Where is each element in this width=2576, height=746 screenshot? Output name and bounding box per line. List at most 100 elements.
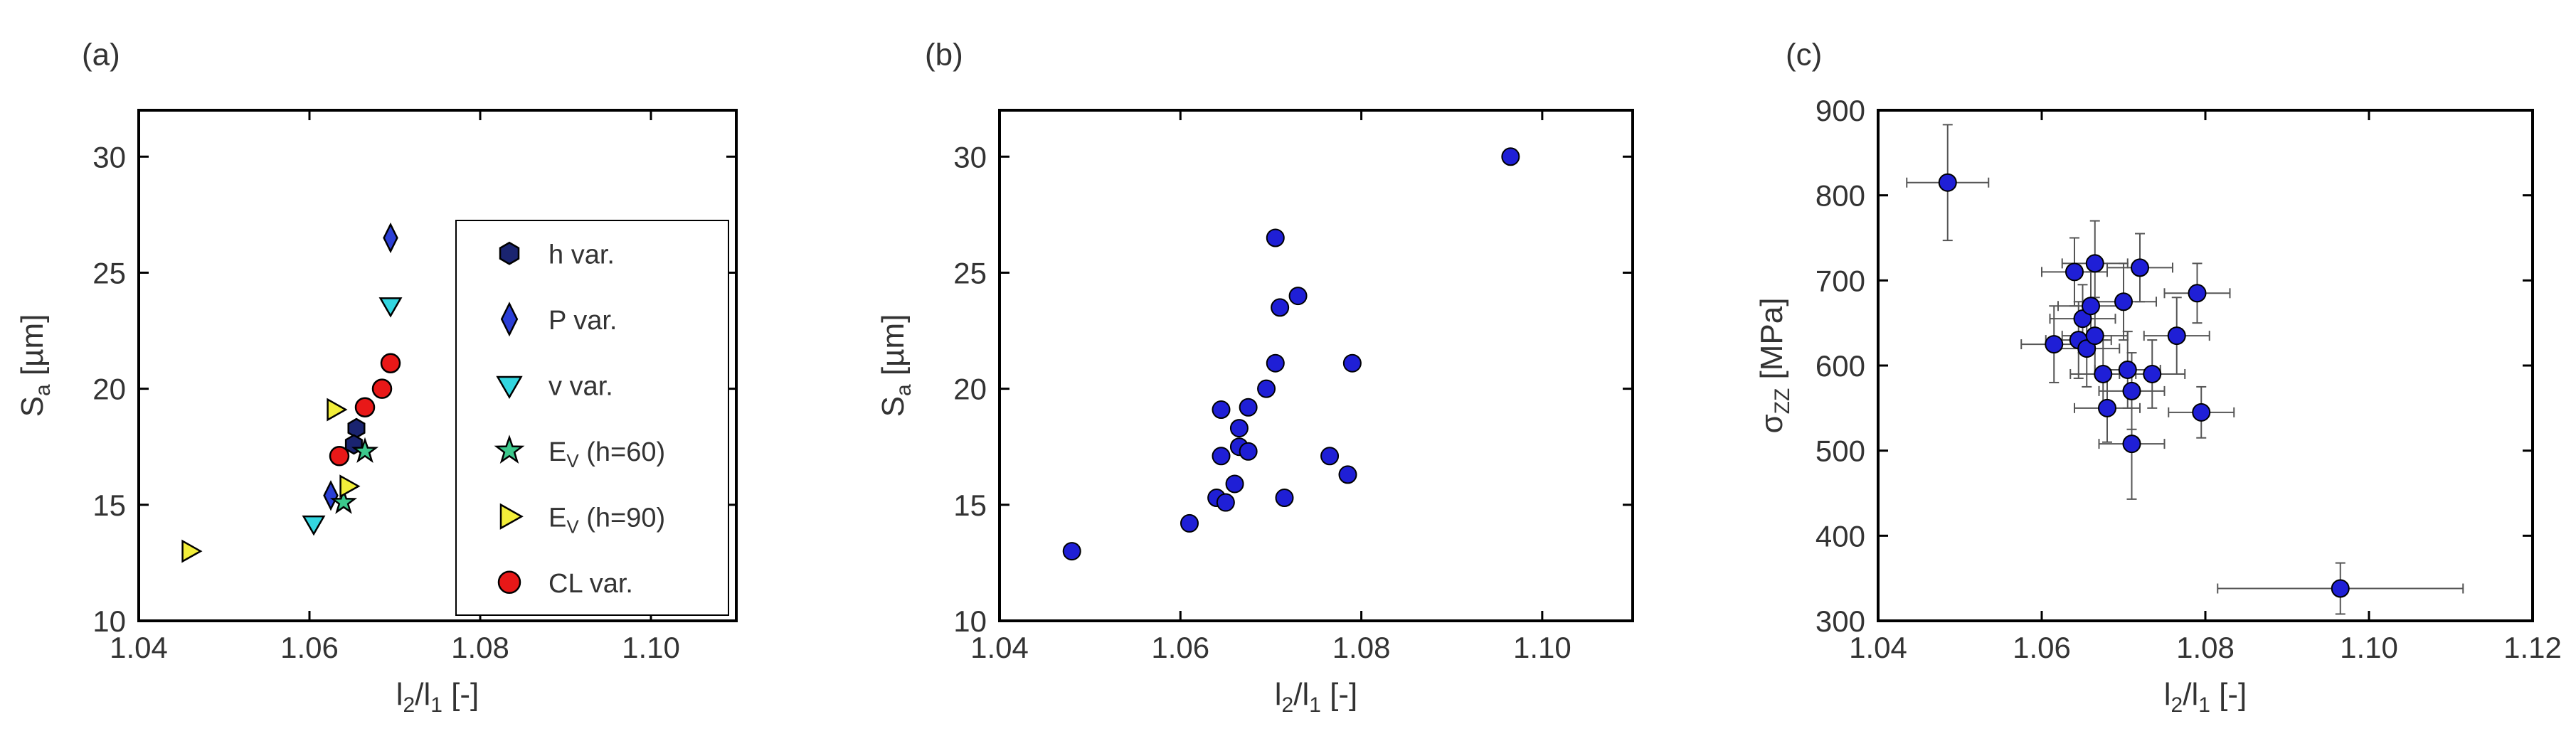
y-tick-label: 30 [953,140,987,174]
points [1938,173,2350,598]
x-tick-label: 1.06 [1151,631,1209,664]
y-axis-label: σZZ [MPa] [1754,298,1794,434]
data-point [371,378,393,399]
data-point [329,446,350,467]
data-point [1342,353,1362,373]
data-point [2098,398,2116,417]
legend-marker [499,503,524,530]
data-point [380,353,401,373]
points [1062,147,1520,561]
data-point [1288,287,1308,306]
data-point [2331,579,2350,598]
legend-box [455,220,729,616]
data-point [181,539,203,563]
series-e-v-h-90- [181,398,361,563]
data-point [1275,489,1294,508]
x-tick-label: 1.10 [622,631,680,664]
x-tick-label: 1.10 [2340,631,2398,664]
plot-frame [998,109,1634,622]
x-axis-label: l2/l1 [-] [1275,677,1357,717]
x-axis-label: l2/l1 [-] [396,677,479,717]
y-tick-label: 900 [1816,94,1865,127]
data-point [2065,262,2084,282]
data-point [383,222,398,254]
legend-entry: EV (h=60) [548,437,665,471]
x-tick-label: 1.04 [970,631,1029,664]
series-p-var- [323,222,398,511]
x-tick-label: 1.12 [2503,631,2562,664]
data-point [2082,297,2100,316]
data-point [351,437,379,463]
y-tick-label: 20 [953,373,987,406]
legend-entry: EV (h=90) [548,503,665,537]
y-axis-label: Sa [µm] [15,314,55,417]
data-point [327,398,348,422]
y-tick-label: 300 [1816,604,1865,638]
series-v-var- [302,297,403,536]
plot-frame [1877,109,2534,622]
x-tick-label: 1.08 [1332,631,1391,664]
panel-label: (c) [1786,38,1822,73]
x-tick-label: 1.08 [451,631,509,664]
plot-frame [137,109,738,622]
x-tick-label: 1.06 [2013,631,2071,664]
x-axis-label: l2/l1 [-] [2164,677,2247,717]
legend-marker [500,302,519,337]
data-point [1239,442,1258,461]
data-point [1180,513,1199,533]
data-point [1266,353,1285,373]
x-tick-label: 1.06 [280,631,339,664]
data-point [347,417,366,439]
y-tick-label: 10 [953,604,987,638]
data-point [2122,381,2141,400]
y-tick-label: 10 [92,604,126,638]
data-point [2188,284,2207,303]
data-point [339,474,361,499]
y-tick-label: 400 [1816,519,1865,553]
data-point [1212,447,1231,466]
legend-marker [499,241,520,265]
panel-c: (c) 1.04 1.06 1.08 1.10 1.12 300 400 500 600 700 80… [1754,38,2562,717]
legend-entry: v var. [548,371,613,401]
legend-marker [497,570,521,594]
legend-entry: h var. [548,240,615,270]
x-tick-label: 1.04 [110,631,168,664]
y-tick-label: 600 [1816,349,1865,383]
panel-a: (a) 1.04 1.06 1.08 1.10 10 15 20 25 30 l2/l1 [-] Sa… [15,38,738,717]
data-point [1320,447,1340,466]
legend-marker [494,435,525,464]
data-point [2045,335,2064,354]
data-point [354,397,376,417]
data-point [2131,258,2149,277]
data-point [1229,419,1249,438]
y-tick-label: 500 [1816,435,1865,468]
panel-b: (b) 1.04 1.06 1.08 1.10 10 15 20 25 30 l2/l1 [-] Sa… [876,38,1634,717]
series-e-v-h-60- [329,437,379,514]
data-point [1338,465,1357,484]
x-tick-label: 1.04 [1849,631,1907,664]
data-point [2085,326,2104,346]
legend-entry: CL var. [548,569,633,599]
data-point [2094,364,2113,383]
data-point [378,297,403,318]
data-point [1212,400,1231,420]
data-point [1216,493,1235,512]
panel-label: (b) [925,38,963,73]
data-point [302,515,326,536]
error-bars [1906,124,2464,615]
data-point [2192,403,2211,422]
y-tick-label: 15 [92,489,126,522]
data-point [329,488,358,514]
y-tick-label: 25 [92,256,126,289]
data-point [1266,228,1285,247]
y-tick-label: 15 [953,489,987,522]
data-point [1257,379,1276,398]
data-point [323,480,339,511]
data-point [1062,542,1081,561]
data-point [1501,147,1520,166]
y-tick-label: 800 [1816,179,1865,213]
legend: h var. P var. v var. EV (h=60) EV (h=90) CL v… [455,220,729,616]
data-point [1225,474,1244,494]
x-tick-label: 1.08 [2176,631,2235,664]
